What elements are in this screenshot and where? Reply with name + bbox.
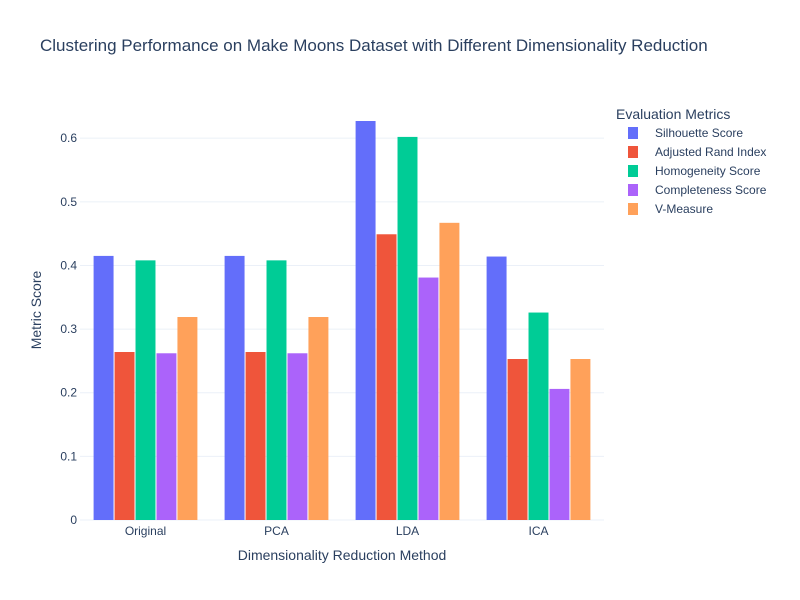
bar[interactable] xyxy=(528,312,549,520)
bar[interactable] xyxy=(93,255,114,520)
x-axis-title: Dimensionality Reduction Method xyxy=(238,547,447,563)
bar[interactable] xyxy=(355,121,376,520)
bar[interactable] xyxy=(287,353,308,520)
legend-item[interactable]: Homogeneity Score xyxy=(628,164,761,178)
legend-item[interactable]: Adjusted Rand Index xyxy=(628,145,766,159)
chart-title: Clustering Performance on Make Moons Dat… xyxy=(40,36,708,55)
bar[interactable] xyxy=(177,317,198,520)
legend-label: Adjusted Rand Index xyxy=(655,145,766,159)
bar[interactable] xyxy=(266,260,287,520)
legend-label: Completeness Score xyxy=(655,183,767,197)
legend: Evaluation Metrics Silhouette Score Adjus… xyxy=(616,106,767,216)
legend-item[interactable]: V-Measure xyxy=(628,202,713,216)
legend-label: Silhouette Score xyxy=(655,126,743,140)
legend-swatch xyxy=(628,146,638,158)
legend-swatch xyxy=(628,127,638,139)
bars xyxy=(93,121,591,521)
x-tick-label: PCA xyxy=(264,524,289,538)
legend-label: Homogeneity Score xyxy=(655,164,761,178)
bar[interactable] xyxy=(549,388,570,520)
bar[interactable] xyxy=(135,260,156,520)
legend-item[interactable]: Silhouette Score xyxy=(628,126,743,140)
bar[interactable] xyxy=(570,359,591,520)
y-axis-ticks: 0 0.1 0.2 0.3 0.4 0.5 0.6 xyxy=(60,131,77,527)
bar[interactable] xyxy=(439,222,460,520)
legend-swatch xyxy=(628,165,638,177)
bar[interactable] xyxy=(308,317,329,520)
bar[interactable] xyxy=(224,255,245,520)
bar[interactable] xyxy=(397,136,418,520)
legend-label: V-Measure xyxy=(655,202,713,216)
bar[interactable] xyxy=(114,352,135,520)
y-tick-label: 0.3 xyxy=(60,322,77,336)
legend-items: Silhouette Score Adjusted Rand Index Homog… xyxy=(628,126,767,216)
y-tick-label: 0.5 xyxy=(60,195,77,209)
bar[interactable] xyxy=(376,234,397,521)
x-tick-label: ICA xyxy=(528,524,548,538)
y-tick-label: 0.4 xyxy=(60,258,77,272)
legend-swatch xyxy=(628,184,638,196)
x-tick-label: Original xyxy=(125,524,166,538)
bar[interactable] xyxy=(418,277,439,520)
y-tick-label: 0.6 xyxy=(60,131,77,145)
x-tick-label: LDA xyxy=(396,524,419,538)
bar[interactable] xyxy=(486,256,507,520)
legend-swatch xyxy=(628,203,638,215)
y-tick-label: 0.2 xyxy=(60,386,77,400)
legend-title: Evaluation Metrics xyxy=(616,106,730,122)
y-tick-label: 0 xyxy=(70,513,77,527)
legend-item[interactable]: Completeness Score xyxy=(628,183,767,197)
x-axis-ticks: Original PCA LDA ICA xyxy=(125,524,549,538)
y-tick-label: 0.1 xyxy=(60,449,77,463)
y-axis-title: Metric Score xyxy=(28,271,44,350)
bar[interactable] xyxy=(507,359,528,520)
bar[interactable] xyxy=(245,352,266,520)
bar[interactable] xyxy=(156,353,177,520)
